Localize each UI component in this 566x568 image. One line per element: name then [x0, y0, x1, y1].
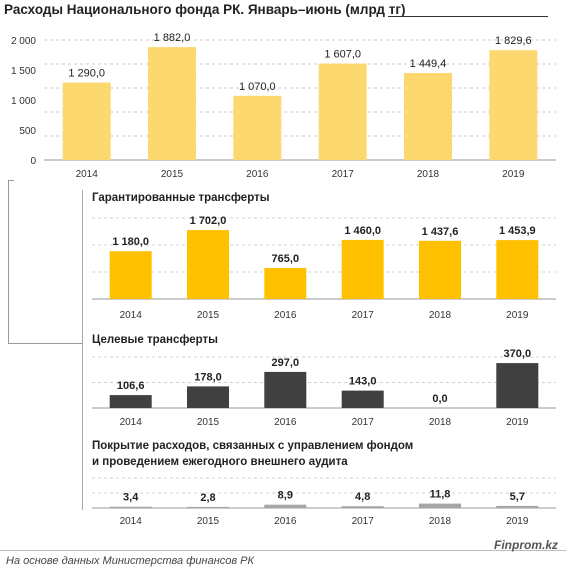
subchart-title-guaranteed: Гарантированные трансферты	[92, 192, 270, 204]
footer-divider	[0, 550, 566, 551]
data-label: 370,0	[504, 348, 532, 360]
data-label: 3,4	[123, 492, 139, 504]
x-tick-label: 2016	[274, 417, 297, 428]
bar	[341, 390, 384, 408]
x-tick-label: 2019	[502, 169, 525, 180]
subchart-title-targeted: Целевые трансферты	[92, 334, 218, 346]
y-tick-label: 0	[30, 156, 36, 167]
data-label: 143,0	[349, 376, 377, 388]
bar	[62, 82, 111, 160]
x-tick-label: 2017	[332, 169, 355, 180]
bar	[419, 503, 461, 508]
bar	[148, 47, 196, 160]
data-label: 0,0	[432, 393, 447, 405]
bar	[419, 240, 461, 299]
x-tick-label: 2015	[161, 169, 184, 180]
data-label: 765,0	[272, 253, 300, 265]
bar	[496, 505, 539, 508]
x-tick-label: 2014	[120, 516, 143, 527]
data-label: 1 607,0	[324, 49, 361, 61]
bar	[496, 240, 539, 299]
data-label: 1 180,0	[112, 236, 149, 248]
title-underline	[388, 16, 548, 17]
x-tick-label: 2019	[506, 516, 529, 527]
data-label: 106,6	[117, 380, 145, 392]
x-tick-label: 2018	[429, 310, 452, 321]
x-tick-label: 2017	[352, 417, 375, 428]
bar	[489, 50, 538, 161]
x-tick-label: 2016	[246, 169, 269, 180]
bar	[318, 63, 367, 160]
bar	[264, 371, 307, 408]
data-label: 1 449,4	[410, 58, 447, 70]
y-tick-label: 500	[19, 126, 36, 137]
bar	[109, 506, 152, 508]
data-label: 1 437,6	[422, 226, 459, 238]
bar	[264, 268, 307, 299]
x-tick-label: 2015	[197, 417, 220, 428]
bracket-line	[82, 190, 83, 510]
x-tick-label: 2016	[274, 310, 297, 321]
chart-title: Расходы Национального фонда РК. Январь–и…	[4, 2, 406, 17]
x-tick-label: 2018	[429, 417, 452, 428]
x-tick-label: 2014	[76, 169, 99, 180]
data-label: 1 460,0	[344, 225, 381, 237]
data-label: 1 070,0	[239, 81, 276, 93]
data-label: 2,8	[200, 492, 215, 504]
data-label: 1 290,0	[68, 68, 105, 80]
y-tick-label: 1 500	[11, 66, 36, 77]
data-label: 1 453,9	[499, 225, 536, 237]
x-tick-label: 2015	[197, 516, 220, 527]
bar	[187, 230, 229, 299]
bracket-line	[8, 180, 9, 343]
footer-source: На основе данных Министерства финансов Р…	[6, 555, 254, 567]
data-label: 178,0	[194, 371, 222, 383]
data-label: 1 829,6	[495, 35, 532, 47]
bar	[109, 395, 152, 408]
x-tick-label: 2018	[429, 516, 452, 527]
bar	[187, 506, 229, 508]
y-tick-label: 1 000	[11, 96, 36, 107]
data-label: 4,8	[355, 491, 370, 503]
data-label: 5,7	[510, 491, 525, 503]
data-label: 11,8	[430, 489, 451, 501]
bar	[496, 363, 539, 408]
x-tick-label: 2014	[120, 417, 143, 428]
bar	[233, 95, 282, 160]
x-tick-label: 2019	[506, 310, 529, 321]
subchart-title-fund-expenses: Покрытие расходов, связанных с управлени…	[92, 440, 414, 468]
bar	[341, 506, 384, 508]
bar	[341, 239, 384, 299]
data-label: 1 702,0	[190, 215, 227, 227]
y-tick-label: 2 000	[11, 36, 36, 47]
bar	[187, 386, 229, 408]
bar	[264, 504, 307, 508]
data-label: 1 882,0	[154, 32, 191, 44]
data-label: 297,0	[272, 357, 300, 369]
x-tick-label: 2019	[506, 417, 529, 428]
x-tick-label: 2015	[197, 310, 220, 321]
bracket-line	[8, 343, 82, 344]
footer-brand: Finprom.kz	[494, 538, 559, 552]
x-tick-label: 2014	[120, 310, 143, 321]
x-tick-label: 2017	[352, 310, 375, 321]
x-tick-label: 2017	[352, 516, 375, 527]
bar	[404, 73, 452, 160]
bracket-line	[8, 180, 14, 181]
data-label: 8,9	[278, 490, 293, 502]
bar	[109, 251, 152, 299]
x-tick-label: 2018	[417, 169, 440, 180]
x-tick-label: 2016	[274, 516, 297, 527]
charts-canvas: 0 500 1 000 1 500 2 000 1 290,0 2014 1 882,0 201…	[11, 32, 556, 527]
